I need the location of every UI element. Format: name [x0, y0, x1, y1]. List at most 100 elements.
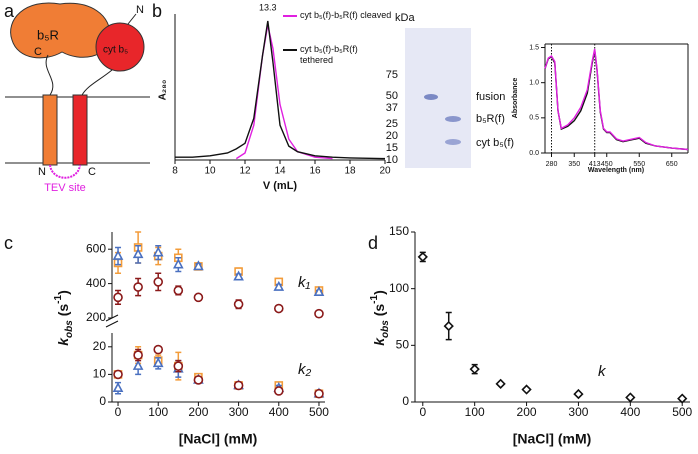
- x-tick-label: 413: [589, 161, 601, 168]
- point: [573, 388, 584, 400]
- x-tick-label: 200: [517, 405, 537, 419]
- linker: [127, 13, 137, 25]
- y-tick-label: 400: [86, 276, 106, 290]
- x-tick-label: 0: [115, 405, 122, 419]
- linker: [81, 69, 113, 96]
- x-tick-label: 200: [188, 405, 208, 419]
- marker: [193, 375, 204, 385]
- point: [113, 369, 123, 380]
- x-tick-label: 8: [172, 166, 178, 177]
- point: [273, 280, 285, 291]
- gel-marker: 25: [386, 118, 398, 130]
- gel-marker: 10: [386, 154, 398, 166]
- marker: [233, 380, 244, 391]
- marker: [273, 386, 284, 396]
- marker: [152, 357, 164, 368]
- gel-marker: 15: [386, 142, 398, 154]
- y-label-part: ): [55, 290, 71, 295]
- series-line: [544, 48, 689, 151]
- marker: [314, 388, 324, 399]
- axis-break: [105, 314, 119, 328]
- peak-label: 13.3: [259, 2, 277, 12]
- marker: [172, 258, 184, 269]
- point: [273, 303, 284, 314]
- y-label-part: (s: [371, 304, 387, 321]
- x-tick-label: 400: [620, 405, 640, 419]
- band-label: fusion: [476, 91, 505, 103]
- y-tick-label: 1.0: [529, 80, 539, 87]
- x-tick-label: 650: [666, 161, 678, 168]
- y-axis-label: A₂₈₀: [158, 80, 169, 101]
- legend-entry: cyt b₅(f)-b₅R(f) tethered: [300, 44, 358, 65]
- cytochrome-domain: [95, 22, 145, 72]
- x-tick-label: 300: [229, 405, 249, 419]
- y-tick-label: 100: [389, 281, 409, 295]
- point: [112, 381, 124, 395]
- marker: [173, 285, 184, 296]
- x-tick-label: 18: [344, 166, 356, 177]
- x-tick-label: 400: [269, 405, 289, 419]
- y-axis-label: Absorbance: [512, 78, 519, 119]
- x-tick-label: 16: [309, 166, 321, 177]
- point: [113, 289, 123, 305]
- marker: [193, 292, 204, 303]
- point: [132, 245, 144, 264]
- point: [314, 388, 324, 399]
- y-tick-label: 600: [86, 241, 106, 255]
- annotation: k₂: [298, 361, 312, 378]
- gel-marker: 37: [386, 102, 398, 114]
- point: [625, 392, 636, 403]
- diagram-label: C: [88, 166, 96, 178]
- y-tick-label: 50: [396, 338, 410, 352]
- y-label-part: obs: [380, 320, 391, 338]
- point: [173, 359, 184, 373]
- point: [153, 344, 164, 355]
- marker: [153, 344, 164, 355]
- y-label-part: -1: [53, 294, 64, 303]
- x-tick-label: 14: [274, 166, 286, 177]
- series-line: [544, 50, 689, 151]
- marker: [469, 364, 480, 375]
- point: [677, 393, 688, 404]
- gel: kDa fusion b₅R(f) cyt b₅(f): [395, 12, 514, 168]
- marker: [112, 382, 124, 392]
- x-axis-label: [NaCl] (mM): [513, 431, 592, 447]
- tm-helix: [72, 94, 88, 166]
- marker: [417, 251, 428, 263]
- marker: [132, 359, 144, 370]
- y-tick-label: 0.0: [529, 150, 539, 157]
- x-tick-label: 500: [309, 405, 329, 419]
- point: [173, 285, 184, 296]
- x-tick-label: 10: [204, 166, 216, 177]
- diagram-label: TEV site: [44, 182, 86, 194]
- marker: [573, 388, 584, 400]
- point: [233, 299, 244, 310]
- x-tick-label: 20: [379, 166, 391, 177]
- diagram-label: N: [38, 166, 46, 178]
- tev-loop: [49, 164, 81, 179]
- panel-letter: c: [4, 233, 13, 253]
- y-label-part: -1: [369, 294, 380, 303]
- point: [314, 308, 324, 319]
- panel-letter: d: [368, 233, 378, 253]
- y-label-part: (s: [55, 304, 71, 321]
- marker: [153, 277, 164, 287]
- x-tick-label: 280: [546, 161, 558, 168]
- point: [153, 272, 164, 292]
- gel-band: [445, 139, 461, 145]
- point: [417, 251, 428, 263]
- point: [193, 260, 204, 271]
- y-label-part: obs: [64, 320, 75, 338]
- diagram-label: N: [136, 4, 144, 16]
- legend-entry: cyt b₅(f)-b₅R(f) cleaved: [300, 10, 391, 20]
- marker: [133, 350, 143, 360]
- gel-image: [405, 28, 471, 168]
- x-tick-label: 12: [239, 166, 251, 177]
- marker: [233, 270, 244, 281]
- x-tick-label: 100: [465, 405, 485, 419]
- marker: [113, 369, 123, 380]
- x-tick-label: 350: [568, 161, 580, 168]
- band-label: b₅R(f): [476, 113, 505, 125]
